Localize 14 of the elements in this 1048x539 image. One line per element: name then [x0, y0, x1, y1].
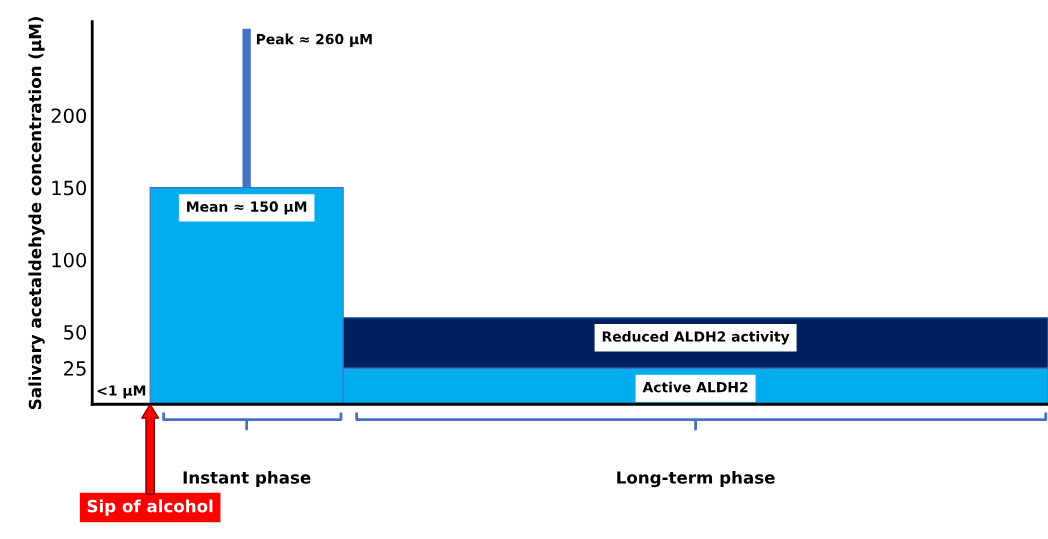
y-tick-label: 150	[52, 180, 87, 196]
annotation: Peak ≈ 260 µM	[256, 33, 372, 48]
text: Sip of alcohol	[87, 499, 213, 516]
annotation: Reduced ALDH2 activity	[602, 331, 790, 345]
y-tick-label: 50	[64, 325, 87, 340]
annotation: Mean ≈ 150 µM	[187, 201, 307, 215]
annotation: Active ALDH2	[642, 381, 748, 393]
y-tick-label: 25	[64, 361, 86, 376]
text: <1 µM	[97, 385, 146, 399]
x-tick-label: Long-term phase	[617, 470, 775, 488]
y-tick-label: 100	[52, 252, 87, 268]
x-tick-label: Instant phase	[183, 470, 311, 488]
y-tick-label: 200	[51, 108, 87, 124]
y-axis-title: Salivary acetaldehyde concentration (µM)	[28, 17, 45, 410]
